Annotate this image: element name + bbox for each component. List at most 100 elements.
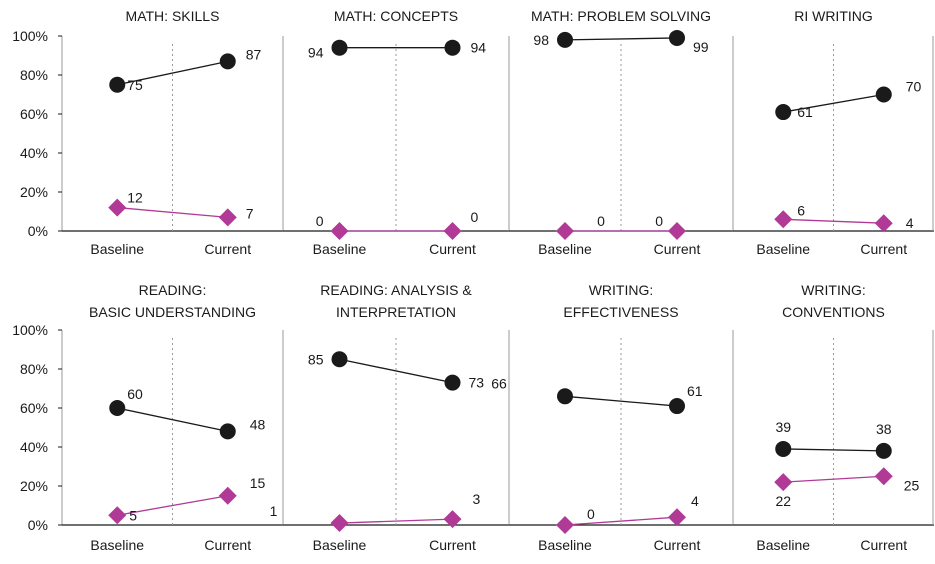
panel-2: MATH: PROBLEM SOLVING Baseline Current 0 0 98… bbox=[508, 8, 733, 257]
data-point-diamond bbox=[218, 486, 237, 505]
data-label: 61 bbox=[797, 104, 813, 120]
panel-title: MATH: PROBLEM SOLVING bbox=[531, 8, 711, 24]
series-line bbox=[783, 93, 884, 113]
series-line bbox=[339, 358, 453, 384]
data-point-circle bbox=[875, 86, 892, 103]
data-label: 0 bbox=[597, 213, 605, 229]
panel-title: RI WRITING bbox=[794, 8, 873, 24]
data-point-diamond bbox=[218, 208, 237, 227]
panel-1: MATH: CONCEPTS Baseline Current 0 0 94 94 bbox=[282, 8, 509, 257]
data-label: 22 bbox=[775, 493, 791, 509]
series-line bbox=[117, 206, 228, 218]
data-label: 75 bbox=[127, 77, 143, 93]
data-point-circle bbox=[109, 400, 126, 416]
data-label: 66 bbox=[491, 375, 507, 391]
data-point-circle bbox=[669, 398, 685, 415]
data-label: 38 bbox=[876, 421, 892, 437]
panel-0: MATH: SKILLS 0% 20% 40% 60% 80% 100% Baseline Cu… bbox=[12, 8, 283, 257]
series-line bbox=[564, 516, 678, 526]
y-tick-label: 0% bbox=[28, 517, 48, 533]
x-tick-label: Baseline bbox=[756, 241, 810, 257]
data-label: 87 bbox=[246, 46, 262, 62]
data-label: 0 bbox=[471, 209, 479, 225]
x-tick-label: Baseline bbox=[538, 241, 592, 257]
data-point-circle bbox=[557, 388, 573, 405]
data-point-diamond bbox=[774, 473, 793, 492]
data-point-circle bbox=[331, 351, 348, 368]
panel-title: WRITING: bbox=[589, 282, 654, 298]
series-line bbox=[339, 518, 453, 524]
x-tick-label: Current bbox=[654, 241, 701, 257]
data-point-circle bbox=[444, 374, 461, 391]
data-point-diamond bbox=[108, 506, 127, 525]
data-point-circle bbox=[219, 423, 236, 440]
y-tick-label: 40% bbox=[20, 145, 48, 161]
data-point-diamond bbox=[443, 222, 462, 240]
data-label: 39 bbox=[775, 419, 791, 435]
data-point-diamond bbox=[556, 222, 574, 240]
x-tick-label: Current bbox=[429, 537, 476, 553]
y-tick-label: 20% bbox=[20, 184, 48, 200]
data-label: 7 bbox=[246, 205, 254, 221]
data-label: 73 bbox=[469, 375, 485, 391]
data-label: 6 bbox=[797, 202, 805, 218]
panel-5: READING: ANALYSIS & INTERPRETATION Baselin… bbox=[270, 282, 509, 553]
data-point-diamond bbox=[443, 510, 462, 529]
panel-title: MATH: CONCEPTS bbox=[334, 8, 458, 24]
x-tick-label: Baseline bbox=[756, 537, 810, 553]
panel-title: INTERPRETATION bbox=[336, 304, 456, 320]
data-label: 70 bbox=[906, 79, 922, 95]
data-point-circle bbox=[109, 76, 126, 93]
panel-3: RI WRITING Baseline Current 6 4 61 70 bbox=[732, 8, 934, 257]
data-label: 12 bbox=[127, 190, 143, 206]
data-label: 60 bbox=[127, 386, 143, 402]
y-tick-label: 60% bbox=[20, 106, 48, 122]
y-tick-label: 0% bbox=[28, 223, 48, 239]
series-line bbox=[117, 60, 228, 86]
data-label: 94 bbox=[308, 45, 324, 61]
panel-title: WRITING: bbox=[801, 282, 866, 298]
series-line bbox=[564, 395, 678, 407]
x-tick-label: Current bbox=[204, 537, 251, 553]
data-point-diamond bbox=[874, 214, 893, 233]
data-label: 0 bbox=[316, 213, 324, 229]
y-tick-label: 100% bbox=[12, 322, 48, 338]
data-point-circle bbox=[875, 442, 892, 459]
x-tick-label: Current bbox=[204, 241, 251, 257]
data-label: 4 bbox=[906, 215, 914, 231]
data-point-diamond bbox=[874, 467, 893, 486]
x-tick-label: Current bbox=[429, 241, 476, 257]
data-label: 15 bbox=[250, 475, 266, 491]
data-label: 5 bbox=[129, 507, 137, 523]
data-point-circle bbox=[331, 39, 348, 56]
panel-7: WRITING: CONVENTIONS Baseline Current 22 25 39… bbox=[732, 282, 934, 553]
data-point-circle bbox=[775, 104, 792, 121]
data-point-diamond bbox=[774, 210, 793, 229]
panel-title: CONVENTIONS bbox=[782, 304, 885, 320]
data-point-diamond bbox=[556, 516, 574, 534]
series-line bbox=[117, 407, 228, 433]
data-label: 85 bbox=[308, 351, 324, 367]
data-label: 0 bbox=[655, 213, 663, 229]
data-point-diamond bbox=[330, 222, 349, 240]
panel-title: EFFECTIVENESS bbox=[563, 304, 678, 320]
data-point-circle bbox=[775, 440, 792, 457]
data-point-circle bbox=[444, 39, 461, 56]
panel-title: READING: bbox=[139, 282, 207, 298]
panel-6: WRITING: EFFECTIVENESS Baseline Current 0 4 66… bbox=[491, 282, 733, 553]
data-point-diamond bbox=[668, 222, 686, 240]
x-tick-label: Current bbox=[860, 241, 907, 257]
data-point-circle bbox=[557, 31, 573, 48]
y-tick-label: 80% bbox=[20, 361, 48, 377]
data-point-circle bbox=[669, 29, 685, 46]
data-label: 61 bbox=[687, 383, 703, 399]
data-point-diamond bbox=[108, 198, 127, 217]
series-line bbox=[564, 37, 678, 41]
data-label: 1 bbox=[270, 503, 278, 519]
data-label: 94 bbox=[471, 40, 487, 56]
x-tick-label: Current bbox=[860, 537, 907, 553]
x-tick-label: Current bbox=[654, 537, 701, 553]
panel-title: MATH: SKILLS bbox=[126, 8, 220, 24]
x-tick-label: Baseline bbox=[90, 241, 144, 257]
